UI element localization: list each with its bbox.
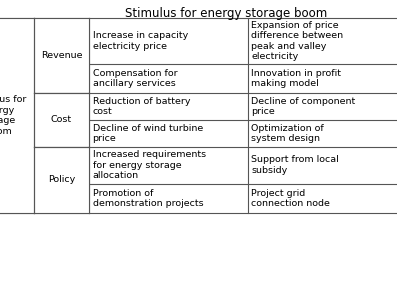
Text: Decline of component
price: Decline of component price <box>251 97 356 116</box>
Text: Decline of wind turbine
price: Decline of wind turbine price <box>93 124 203 143</box>
Text: Project grid
connection node: Project grid connection node <box>251 189 330 208</box>
Bar <box>0 18 34 213</box>
Text: Increased requirements
for energy storage
allocation: Increased requirements for energy storag… <box>93 150 206 180</box>
Text: Cost: Cost <box>51 115 72 124</box>
Bar <box>34 18 89 92</box>
Text: Optimization of
system design: Optimization of system design <box>251 124 324 143</box>
Text: Reduction of battery
cost: Reduction of battery cost <box>93 97 190 116</box>
Text: Revenue: Revenue <box>41 51 82 60</box>
Text: Expansion of price
difference between
peak and valley
electricity: Expansion of price difference between pe… <box>251 21 343 61</box>
Text: Stimulus for energy storage boom: Stimulus for energy storage boom <box>125 7 328 20</box>
Text: Increase in capacity
electricity price: Increase in capacity electricity price <box>93 31 188 51</box>
Text: Promotion of
demonstration projects: Promotion of demonstration projects <box>93 189 203 208</box>
Text: Stimulus for
energy
storage
boom: Stimulus for energy storage boom <box>0 95 27 136</box>
Text: Innovation in profit
making model: Innovation in profit making model <box>251 69 341 88</box>
Bar <box>34 147 89 213</box>
Bar <box>34 93 89 146</box>
Text: Support from local
subsidy: Support from local subsidy <box>251 155 339 175</box>
Text: Policy: Policy <box>48 175 75 184</box>
Bar <box>0 18 397 213</box>
Text: Compensation for
ancillary services: Compensation for ancillary services <box>93 69 177 88</box>
